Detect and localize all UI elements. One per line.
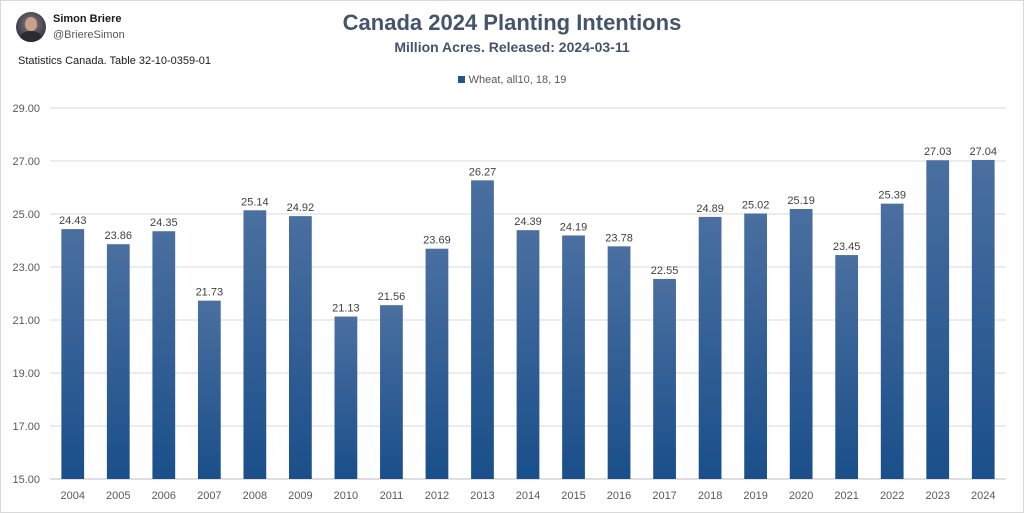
data-label-2020: 25.19 — [787, 195, 815, 207]
data-label-2013: 26.27 — [469, 166, 497, 178]
y-tick-label: 25.00 — [12, 209, 40, 221]
data-label-2024: 27.04 — [969, 146, 997, 158]
bar-2004 — [61, 229, 85, 479]
x-tick-label: 2007 — [197, 490, 221, 502]
x-tick-label: 2021 — [834, 490, 858, 502]
y-tick-label: 15.00 — [12, 474, 40, 486]
x-tick-label: 2011 — [380, 490, 404, 502]
y-axis-ticks: 15.00 17.00 19.00 21.00 23.00 25.00 27.00 29.00 — [12, 103, 40, 486]
x-tick-label: 2017 — [652, 490, 676, 502]
data-label-2023: 27.03 — [924, 146, 952, 158]
x-tick-label: 2024 — [971, 490, 995, 502]
x-tick-label: 2013 — [470, 490, 494, 502]
bar-2012 — [425, 248, 449, 479]
bar-2010 — [334, 316, 358, 479]
y-tick-label: 23.00 — [12, 262, 40, 274]
x-tick-label: 2010 — [334, 490, 358, 502]
bar-2009 — [289, 216, 312, 479]
data-label-2017: 22.55 — [651, 265, 679, 277]
bar-2020 — [789, 208, 813, 479]
bar-2015 — [562, 235, 585, 479]
chart-subtitle: Million Acres. Released: 2024-03-11 — [394, 39, 630, 55]
x-tick-label: 2012 — [425, 490, 449, 502]
x-tick-label: 2005 — [106, 490, 130, 502]
x-tick-label: 2022 — [880, 490, 904, 502]
chart-title: Canada 2024 Planting Intentions — [342, 10, 682, 35]
author-handle: @BriereSimon — [53, 29, 125, 41]
data-label-2014: 24.39 — [514, 216, 542, 228]
x-tick-label: 2016 — [607, 490, 631, 502]
chart-legend: Wheat, all10, 18, 19 — [0, 74, 1024, 86]
x-tick-label: 2019 — [743, 490, 767, 502]
data-label-2015: 24.19 — [560, 221, 588, 233]
x-tick-label: 2006 — [152, 490, 176, 502]
data-label-2009: 24.92 — [287, 202, 315, 214]
data-label-2019: 25.02 — [742, 199, 770, 211]
data-label-2008: 25.14 — [241, 196, 269, 208]
x-tick-label: 2015 — [561, 490, 585, 502]
bar-2018 — [698, 216, 722, 480]
bar-2008 — [243, 210, 267, 480]
bar-2011 — [380, 305, 403, 479]
data-label-2022: 25.39 — [878, 190, 906, 202]
bars — [61, 159, 995, 480]
bar-2013 — [471, 180, 494, 479]
x-tick-label: 2014 — [516, 490, 540, 502]
y-tick-label: 27.00 — [12, 156, 40, 168]
x-tick-label: 2020 — [789, 490, 813, 502]
data-label-2010: 21.13 — [332, 303, 360, 315]
bar-2017 — [653, 278, 676, 479]
x-tick-label: 2009 — [288, 490, 312, 502]
x-tick-label: 2004 — [61, 490, 85, 502]
bar-2006 — [152, 231, 176, 479]
x-tick-label: 2008 — [243, 490, 267, 502]
bar-2023 — [926, 160, 950, 479]
bar-2007 — [197, 300, 221, 479]
bar-2014 — [516, 230, 540, 479]
x-axis-ticks: 2004 2005 2006 2007 2008 2009 2010 2011 2012 2013… — [61, 490, 996, 502]
author-name: Simon Briere — [53, 13, 122, 25]
data-label-2004: 24.43 — [59, 215, 87, 227]
bar-2021 — [835, 255, 859, 479]
y-tick-label: 17.00 — [12, 421, 40, 433]
data-label-2006: 24.35 — [150, 217, 178, 229]
bar-2024 — [971, 159, 995, 479]
bar-2005 — [106, 244, 130, 479]
legend-label: Wheat, all10, 18, 19 — [468, 74, 567, 86]
bar-2022 — [880, 203, 904, 480]
author-avatar — [16, 12, 46, 42]
y-tick-label: 21.00 — [12, 315, 40, 327]
data-label-2012: 23.69 — [423, 235, 451, 247]
data-label-2016: 23.78 — [605, 232, 633, 244]
data-label-2018: 24.89 — [696, 203, 724, 215]
x-tick-label: 2018 — [698, 490, 722, 502]
data-label-2021: 23.45 — [833, 241, 861, 253]
bar-2019 — [744, 213, 767, 479]
x-tick-label: 2023 — [925, 490, 949, 502]
y-tick-label: 19.00 — [12, 368, 40, 380]
data-labels: 24.43 23.86 24.35 21.73 25.14 24.92 21.13 21.56… — [59, 146, 997, 315]
source-note: Statistics Canada. Table 32-10-0359-01 — [18, 55, 212, 67]
data-label-2005: 23.86 — [105, 230, 133, 242]
legend-swatch — [457, 76, 465, 83]
y-tick-label: 29.00 — [12, 103, 40, 115]
data-label-2011: 21.56 — [378, 291, 406, 303]
bar-2016 — [607, 246, 631, 479]
data-label-2007: 21.73 — [196, 287, 224, 299]
